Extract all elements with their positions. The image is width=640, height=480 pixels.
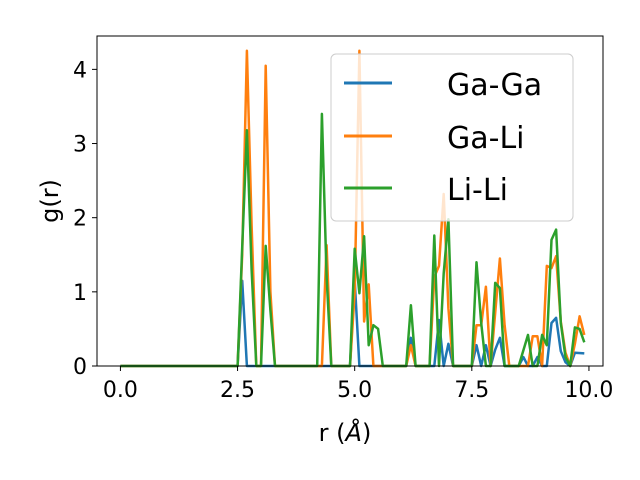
y-tick-label: 1 xyxy=(73,281,87,306)
y-axis-label: g(r) xyxy=(36,179,64,223)
y-axis: 0 1 2 3 4 xyxy=(73,58,97,380)
x-tick-label: 5.0 xyxy=(337,378,372,403)
x-tick-label: 10.0 xyxy=(564,378,613,403)
x-tick-label: 2.5 xyxy=(220,378,255,403)
x-axis: 0.0 2.5 5.0 7.5 10.0 xyxy=(103,366,613,403)
x-tick-label: 0.0 xyxy=(103,378,138,403)
plot-frame xyxy=(96,35,604,367)
series-line-li-li xyxy=(120,112,586,368)
legend-box xyxy=(330,53,574,222)
legend: Ga-Ga Ga-Li Li-Li xyxy=(330,53,574,222)
y-tick-label: 3 xyxy=(73,133,87,158)
x-tick-label: 7.5 xyxy=(454,378,489,403)
y-tick-label: 4 xyxy=(73,58,87,83)
y-tick-label: 2 xyxy=(73,207,87,232)
series-line-ga-li xyxy=(120,49,586,368)
legend-label-ga-ga: Ga-Ga xyxy=(447,68,542,103)
y-tick-label: 0 xyxy=(73,355,87,380)
legend-label-li-li: Li-Li xyxy=(447,173,508,208)
x-axis-label: r (Å) xyxy=(319,418,372,447)
legend-label-ga-li: Ga-Li xyxy=(447,121,525,156)
